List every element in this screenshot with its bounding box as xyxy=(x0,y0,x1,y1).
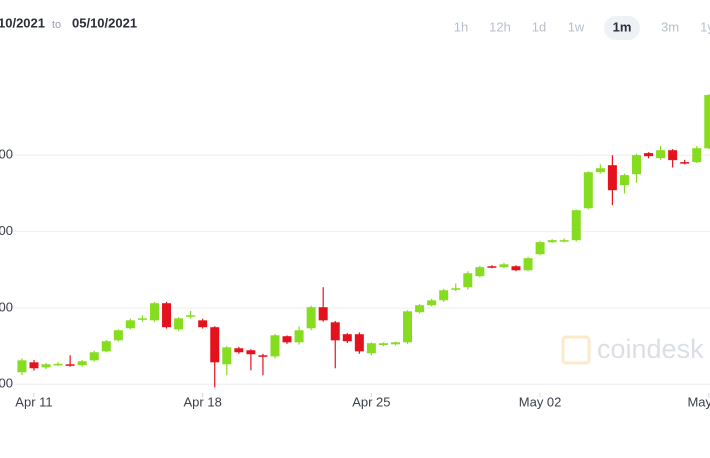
candle-body xyxy=(306,307,316,329)
x-tick-label: Apr 25 xyxy=(352,394,390,409)
candle-body xyxy=(342,334,352,342)
candle-body xyxy=(499,264,509,268)
candle-body xyxy=(644,153,654,157)
timeframe-button[interactable]: 1h xyxy=(454,19,468,34)
candle-body xyxy=(547,240,557,243)
timeframe-button[interactable]: 1d xyxy=(532,19,546,34)
timeframe-button[interactable]: 3m xyxy=(661,19,679,34)
candle-body xyxy=(222,347,232,365)
range-start: 04/10/2021 xyxy=(0,15,45,30)
candle-body xyxy=(439,290,449,301)
watermark-logo xyxy=(561,335,591,365)
candle-body xyxy=(234,348,244,353)
candle-body xyxy=(619,175,629,186)
candle-body xyxy=(378,343,388,346)
candle-body xyxy=(282,336,292,343)
candle-body xyxy=(631,155,641,175)
timeframe-label: 1m xyxy=(613,19,632,34)
candle-body xyxy=(463,273,473,288)
candle-body xyxy=(366,343,376,354)
candle-body xyxy=(656,150,666,159)
candle-body xyxy=(668,150,678,161)
timeframe-button[interactable]: 1w xyxy=(568,19,585,34)
candle-body xyxy=(174,318,184,330)
candle-body xyxy=(210,327,220,363)
x-tick-label: May 09 xyxy=(687,394,710,409)
timeframe-label: 3m xyxy=(661,19,679,34)
candle-body xyxy=(523,258,533,271)
y-tick-label: 2,500 xyxy=(0,299,13,314)
candle-body xyxy=(403,311,413,343)
candle-body xyxy=(475,267,485,277)
candle-body xyxy=(162,303,172,328)
range-word: to xyxy=(52,19,61,31)
x-tick-label: Apr 11 xyxy=(15,394,52,409)
timeframe-button[interactable]: 12h xyxy=(489,19,511,34)
candle-body xyxy=(451,288,461,290)
candle-body xyxy=(149,303,159,321)
candle-body xyxy=(65,364,75,366)
x-tick-label: Apr 18 xyxy=(184,394,222,409)
candle-body xyxy=(258,355,268,357)
candle-body xyxy=(535,242,545,255)
candle-body xyxy=(198,320,208,328)
candle-body xyxy=(137,318,147,320)
y-tick-label: 3,500 xyxy=(0,147,13,162)
timeframe-label: 1y xyxy=(700,19,710,34)
candle-body xyxy=(595,168,605,173)
range-end: 05/10/2021 xyxy=(72,15,137,30)
candle-body xyxy=(318,307,328,321)
timeframe-button[interactable]: 1m xyxy=(604,16,640,40)
candle-body xyxy=(246,350,256,355)
y-tick-label: 3,000 xyxy=(0,223,13,238)
candle-body xyxy=(113,330,123,341)
candle-body xyxy=(487,266,497,268)
timeframe-active-bg xyxy=(604,16,640,40)
timeframe-label: 12h xyxy=(489,19,511,34)
candle-body xyxy=(559,240,569,242)
candle-body xyxy=(680,162,690,164)
timeframe-button[interactable]: 1y xyxy=(700,19,710,34)
candle-body xyxy=(89,352,99,361)
candle-body xyxy=(53,363,63,366)
candle-body xyxy=(415,305,425,313)
candle-body xyxy=(125,320,135,329)
watermark-text: coindesk xyxy=(597,334,704,364)
timeframe-label: 1w xyxy=(568,19,585,34)
candle-body xyxy=(571,210,581,241)
candle-body xyxy=(511,266,521,271)
candle-body xyxy=(41,364,51,368)
candle-body xyxy=(390,342,400,345)
candle-body xyxy=(692,148,702,163)
candle-body xyxy=(17,360,27,373)
candle-body xyxy=(354,334,364,352)
candle-body xyxy=(101,341,111,352)
candle-body xyxy=(186,315,196,317)
candle-body xyxy=(583,172,593,209)
candle-body xyxy=(427,300,437,306)
candle-body xyxy=(294,330,304,343)
y-tick-label: 2,000 xyxy=(0,376,13,391)
candle-body xyxy=(29,362,39,369)
timeframe-label: 1d xyxy=(532,19,546,34)
candle-body xyxy=(77,361,87,366)
watermark: coindesk xyxy=(561,334,704,365)
timeframe-label: 1h xyxy=(454,19,468,34)
x-tick-label: May 02 xyxy=(519,394,562,409)
candle-body xyxy=(330,322,340,341)
candle-body xyxy=(607,165,617,191)
candle-body xyxy=(704,95,710,149)
candle-body xyxy=(270,335,280,357)
